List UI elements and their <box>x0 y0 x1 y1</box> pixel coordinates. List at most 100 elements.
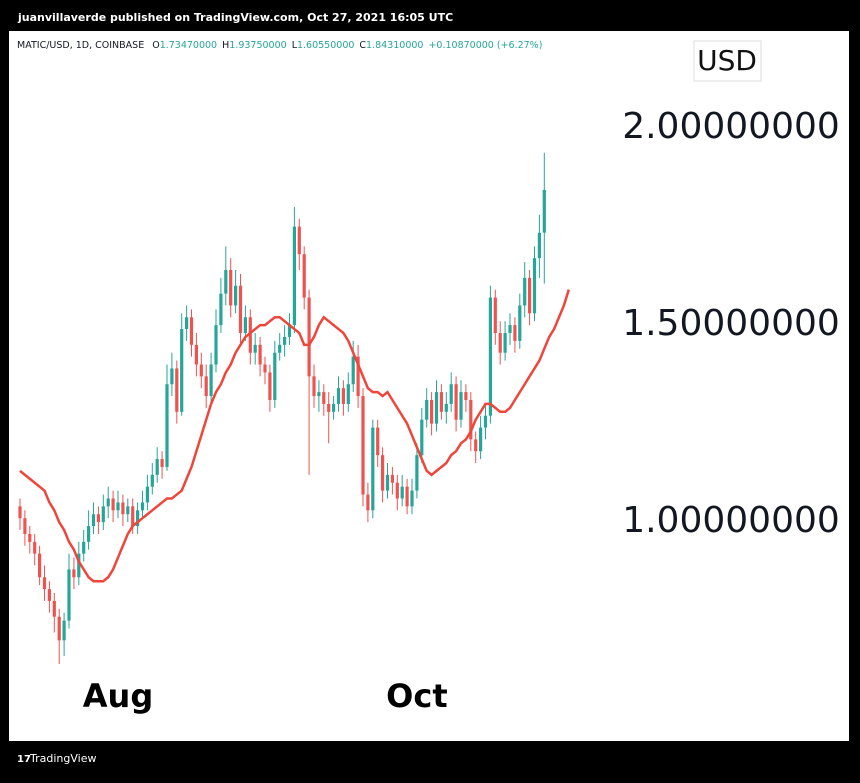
candle-body <box>523 277 527 306</box>
candle-body <box>292 226 296 326</box>
candle-body <box>150 474 154 487</box>
candle-body <box>459 392 463 420</box>
candle-body <box>381 455 385 491</box>
candle-body <box>263 364 267 373</box>
candle-body <box>405 486 409 507</box>
candle-body <box>238 285 243 334</box>
y-tick-label: 1.00000000 <box>622 500 840 541</box>
candle-body <box>116 502 120 511</box>
candle-body <box>537 232 541 259</box>
candle-body <box>67 569 71 621</box>
candle-body <box>170 368 174 385</box>
candle-body <box>532 258 537 314</box>
candle-body <box>145 486 149 503</box>
candle-body <box>395 482 399 499</box>
candle-body <box>121 502 125 515</box>
candle-body <box>336 388 341 404</box>
candle-body <box>444 403 448 412</box>
candle-body <box>420 419 424 456</box>
candle-body <box>322 392 326 404</box>
candle-body <box>513 325 517 341</box>
candle-body <box>57 616 61 641</box>
candle-body <box>38 553 42 578</box>
candle-body <box>180 329 184 412</box>
candle-body <box>542 189 546 233</box>
candle-body <box>185 317 189 330</box>
candle-body <box>77 553 81 578</box>
candle-body <box>219 293 223 326</box>
candle-body <box>366 494 370 511</box>
candle-body <box>385 474 390 491</box>
candle-body <box>209 364 213 397</box>
candle-body <box>96 514 100 523</box>
candle-body <box>87 526 91 542</box>
candle-body <box>302 254 306 298</box>
candle-body <box>136 510 140 527</box>
candle-body <box>82 541 86 554</box>
candle-body <box>91 514 96 527</box>
candle-body <box>508 325 512 334</box>
candle-body <box>268 372 272 400</box>
x-tick-label: Aug <box>83 677 153 715</box>
candle-body <box>52 600 56 617</box>
footer-logo: 17 <box>17 754 31 765</box>
candle-body <box>425 399 429 420</box>
legend-label: H <box>222 40 229 51</box>
legend-label: L <box>292 40 298 51</box>
candle-body <box>410 490 414 507</box>
candle-body <box>287 325 292 337</box>
footer-brand: TradingView <box>29 752 96 765</box>
legend-change: +0.10870000 (+6.27%) <box>428 40 542 51</box>
candle-body <box>253 344 257 353</box>
candle-body <box>165 384 169 467</box>
candle-body <box>62 620 66 641</box>
legend-label: C <box>359 40 366 51</box>
candle-body <box>356 356 360 397</box>
candle-body <box>194 344 198 365</box>
candle-body <box>474 439 478 452</box>
candle-body <box>199 364 203 377</box>
candle-body <box>479 427 483 452</box>
candle-body <box>47 589 51 601</box>
candle-body <box>72 569 76 578</box>
candle-body <box>28 533 32 542</box>
x-tick-label: Oct <box>386 677 447 715</box>
currency: USD <box>697 44 757 77</box>
candle-body <box>430 399 434 424</box>
chart-area <box>9 31 849 741</box>
candle-body <box>434 392 439 424</box>
candle-body <box>390 474 394 483</box>
candle-body <box>351 356 355 385</box>
candle-body <box>278 344 282 353</box>
candle-body <box>361 396 365 495</box>
candle-body <box>111 498 115 511</box>
candle-body <box>493 297 497 334</box>
candle-body <box>131 506 135 527</box>
candle-body <box>273 352 277 400</box>
candle-body <box>126 506 130 515</box>
candle-body <box>503 333 507 353</box>
candle-body <box>258 344 262 365</box>
candle-body <box>204 376 208 397</box>
candle-body <box>454 384 458 420</box>
candle-body <box>33 541 37 554</box>
y-tick-label: 2.00000000 <box>622 106 840 147</box>
moving-average <box>19 289 570 583</box>
candle-body <box>317 392 321 397</box>
candle-body <box>439 392 443 412</box>
candle-body <box>376 427 380 456</box>
candle-body <box>449 384 453 404</box>
legend-value: 1.84310000 <box>366 40 423 51</box>
candle-body <box>469 399 473 440</box>
legend: MATIC/USD, 1D, COINBASE O1.73470000 H1.937… <box>17 40 542 51</box>
candle-body <box>140 502 145 511</box>
candle-body <box>464 392 468 400</box>
legend-value: 1.93750000 <box>229 40 286 51</box>
candle-body <box>528 277 532 314</box>
candle-body <box>18 506 22 519</box>
legend-value: 1.73470000 <box>160 40 217 51</box>
candle-body <box>243 317 247 334</box>
candle-body <box>518 305 522 341</box>
